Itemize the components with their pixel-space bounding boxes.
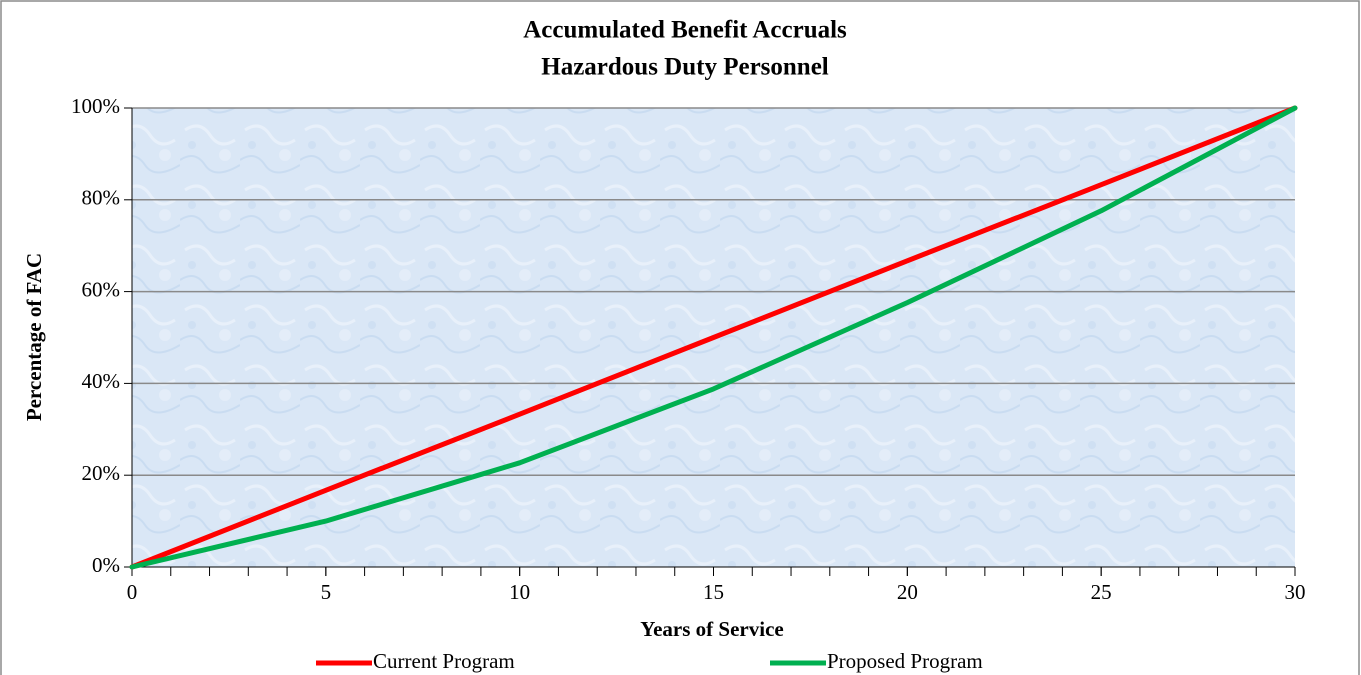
x-tick-label: 15	[703, 580, 724, 604]
y-tick-label: 80%	[82, 186, 121, 210]
x-tick-label: 25	[1091, 580, 1112, 604]
legend-label: Current Program	[373, 649, 515, 673]
y-tick-label: 20%	[82, 461, 121, 485]
y-tick-label: 100%	[71, 94, 120, 118]
x-tick-label: 20	[897, 580, 918, 604]
y-tick-label: 40%	[82, 369, 121, 393]
x-axis-title: Years of Service	[640, 617, 783, 641]
x-tick-label: 5	[321, 580, 332, 604]
chart-subtitle: Hazardous Duty Personnel	[541, 54, 829, 81]
chart-title: Accumulated Benefit Accruals	[523, 17, 847, 44]
x-tick-label: 10	[509, 580, 530, 604]
x-tick-label: 0	[127, 580, 138, 604]
y-axis-title: Percentage of FAC	[22, 253, 46, 421]
series-line	[129, 105, 1298, 570]
series-line	[129, 105, 1298, 570]
legend-label: Proposed Program	[827, 649, 983, 673]
y-tick-label: 0%	[92, 553, 120, 577]
y-tick-label: 60%	[82, 277, 121, 301]
x-tick-label: 30	[1285, 580, 1306, 604]
